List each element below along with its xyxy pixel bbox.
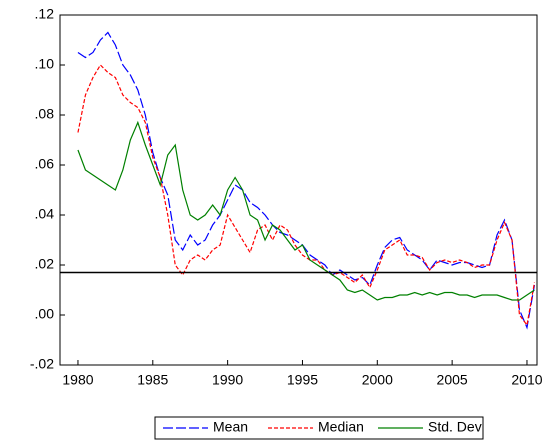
y-tick-label: .04 [35, 206, 55, 222]
x-tick-label: 1985 [137, 372, 168, 388]
legend-label: Mean [213, 419, 248, 435]
y-tick-label: -.02 [30, 356, 54, 372]
y-tick-label: .00 [35, 306, 55, 322]
y-tick-label: .12 [35, 6, 55, 22]
legend-label: Std. Dev [428, 419, 482, 435]
y-tick-label: .08 [35, 106, 55, 122]
series-line [77, 64, 536, 327]
x-tick-label: 2000 [362, 372, 393, 388]
series-line [77, 120, 535, 301]
plot-frame [59, 14, 538, 366]
x-tick-label: 2005 [437, 372, 468, 388]
x-tick-label: 2010 [511, 372, 542, 388]
legend-box [154, 416, 484, 440]
y-tick-label: .02 [35, 256, 55, 272]
y-tick-label: .10 [35, 56, 55, 72]
legend-label: Median [318, 419, 364, 435]
x-tick-label: 1995 [287, 372, 318, 388]
series-line [77, 31, 536, 330]
x-tick-label: 1990 [212, 372, 243, 388]
x-tick-label: 1980 [62, 372, 93, 388]
y-tick-label: .06 [35, 156, 55, 172]
